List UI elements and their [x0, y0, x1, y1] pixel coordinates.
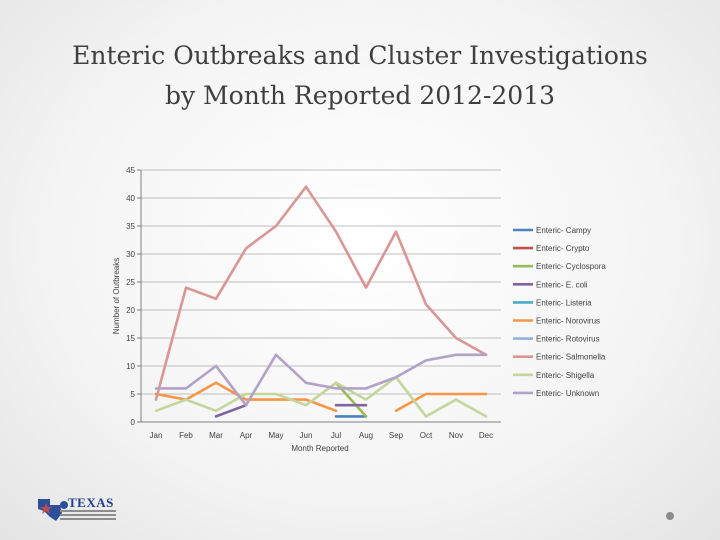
- x-tick-label: Jul: [331, 431, 341, 440]
- x-tick-label: Mar: [209, 431, 223, 440]
- y-tick-label: 30: [126, 250, 135, 259]
- legend-label: Enteric- Norovirus: [536, 317, 600, 326]
- y-tick-label: 15: [126, 334, 135, 343]
- x-tick-label: Sep: [389, 431, 404, 440]
- legend-label: Enteric- Salmonella: [536, 353, 606, 362]
- x-tick-label: Jan: [150, 431, 163, 440]
- series-line: [394, 392, 488, 413]
- title-line-1: Enteric Outbreaks and Cluster Investigat…: [72, 41, 648, 70]
- series-line: [214, 403, 248, 418]
- legend-label: Enteric- E. coli: [536, 280, 588, 289]
- legend-label: Enteric- Cyclospora: [536, 262, 606, 271]
- legend: Enteric- Campy Enteric- Crypto Enteric- Cy…: [513, 226, 606, 398]
- series-line: [154, 353, 488, 407]
- legend-label: Enteric- Shigella: [536, 371, 595, 380]
- grid-lines: [141, 169, 501, 423]
- logo-text: TEXAS: [68, 495, 114, 510]
- x-axis-ticks: Jan Feb Mar Apr May Jun Jul Aug Sep Oct Nov Dec: [150, 431, 494, 440]
- series-line: [154, 185, 488, 401]
- title-line-2: by Month Reported 2012-2013: [164, 81, 556, 110]
- y-tick-label: 45: [126, 166, 135, 175]
- y-tick-label: 20: [126, 306, 135, 315]
- y-axis-ticks: 0 5 10 15 20 25 30 35 40 45: [126, 166, 142, 427]
- x-tick-label: Aug: [359, 431, 373, 440]
- x-tick-label: Apr: [240, 431, 253, 440]
- y-tick-label: 25: [126, 278, 135, 287]
- series-line: [154, 375, 488, 418]
- logo-subtext: [60, 510, 116, 522]
- texas-dshs-logo-icon: [38, 499, 68, 521]
- legend-label: Enteric- Rotovirus: [536, 335, 600, 344]
- legend-label: Enteric- Crypto: [536, 244, 590, 253]
- x-tick-label: Jun: [300, 431, 313, 440]
- x-tick-label: Oct: [420, 431, 433, 440]
- legend-label: Enteric- Unknown: [536, 389, 599, 398]
- x-tick-label: May: [268, 431, 283, 440]
- x-axis-label: Month Reported: [291, 444, 348, 453]
- y-axis-label: Number of Outbreaks: [112, 258, 121, 334]
- x-tick-label: Nov: [449, 431, 463, 440]
- y-tick-label: 40: [126, 194, 135, 203]
- x-tick-label: Feb: [179, 431, 193, 440]
- y-tick-label: 0: [131, 418, 136, 427]
- slide-title: Enteric Outbreaks and Cluster Investigat…: [0, 36, 720, 116]
- x-tick-label: Dec: [479, 431, 493, 440]
- y-tick-label: 35: [126, 222, 135, 231]
- legend-label: Enteric- Campy: [536, 226, 591, 235]
- y-tick-label: 10: [126, 362, 135, 371]
- y-tick-label: 5: [131, 390, 136, 399]
- series-line: [154, 381, 338, 413]
- legend-label: Enteric- Listeria: [536, 298, 592, 307]
- slide-nav-dot[interactable]: [666, 512, 674, 520]
- series-lines: [154, 185, 488, 418]
